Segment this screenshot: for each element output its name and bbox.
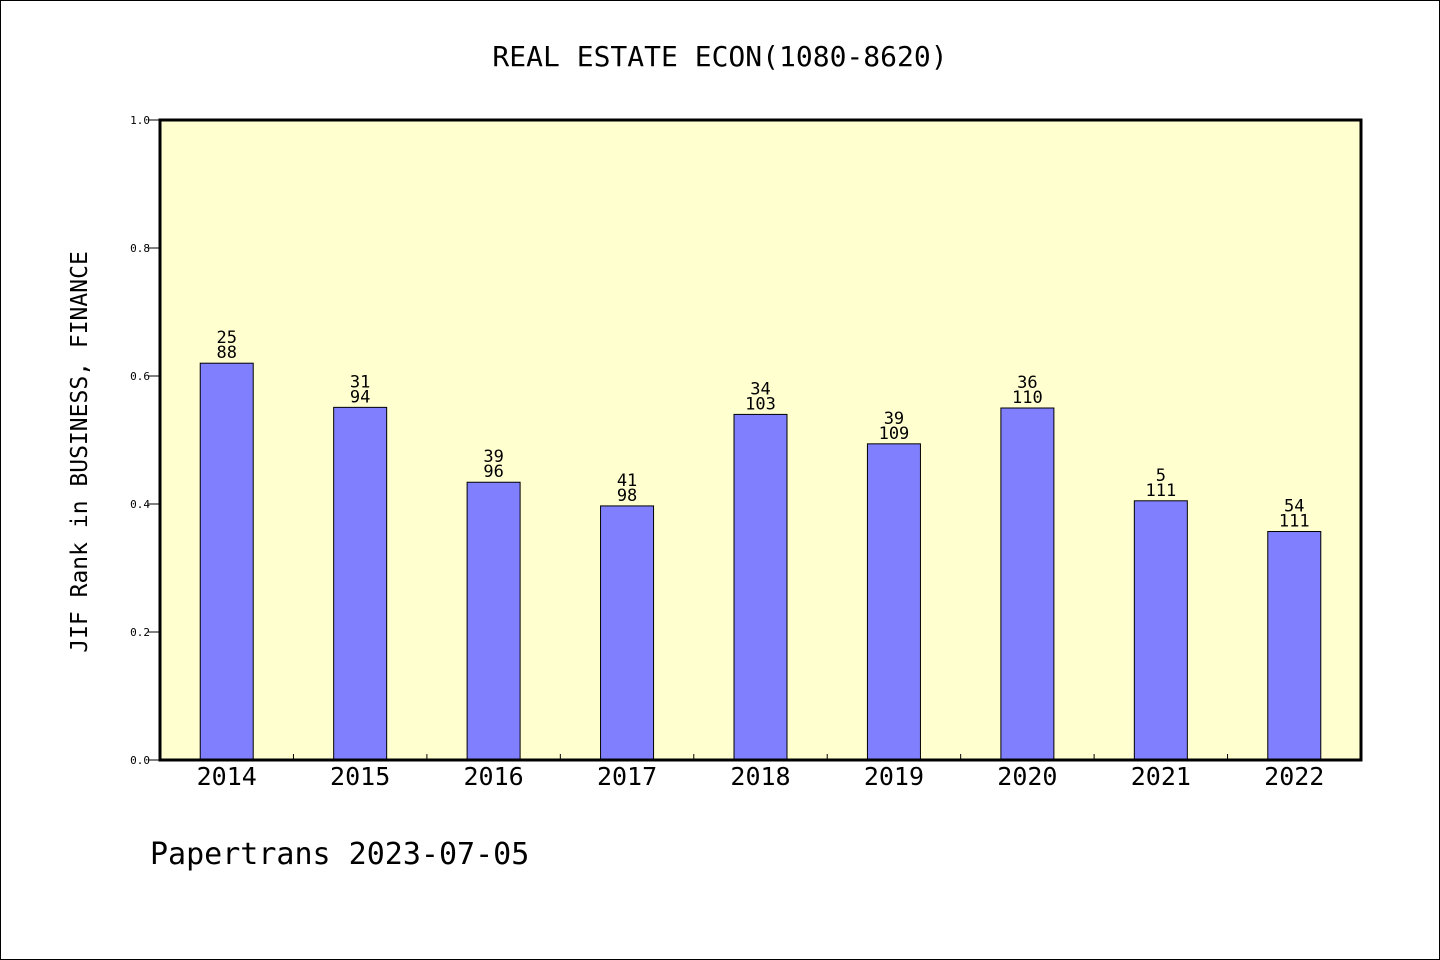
x-tick-label-2016: 2016	[464, 762, 524, 791]
bar-2020	[1000, 407, 1055, 761]
y-tick-label: 0.8	[130, 242, 150, 255]
footer-credit: Papertrans 2023-07-05	[150, 837, 529, 872]
y-tick-label: 0.4	[130, 498, 150, 511]
x-tick-label-2022: 2022	[1264, 762, 1324, 791]
x-tick-label-2014: 2014	[197, 762, 257, 791]
bar-2021	[1133, 500, 1188, 761]
bar-total-label-2015: 94	[350, 387, 370, 407]
bar-total-label-2021: 111	[1145, 481, 1176, 501]
bar-rank-label-2015: 31	[350, 372, 370, 392]
bar-2015	[333, 406, 388, 761]
x-tick-label-2018: 2018	[730, 762, 790, 791]
bar-total-label-2020: 110	[1012, 388, 1043, 408]
bar-rank-label-2021: 5	[1156, 466, 1166, 486]
bar-rank-label-2022: 54	[1284, 497, 1304, 517]
bars-layer	[199, 362, 1322, 761]
plot-border	[158, 118, 1363, 762]
x-tick-label-2020: 2020	[997, 762, 1057, 791]
x-tick-label-2015: 2015	[330, 762, 390, 791]
bar-rank-label-2019: 39	[884, 409, 904, 429]
bar-2018	[733, 413, 788, 761]
bar-2019	[866, 443, 921, 761]
bar-2014	[199, 362, 254, 761]
chart-title: REAL ESTATE ECON(1080-8620)	[492, 40, 947, 73]
bar-rank-label-2018: 34	[750, 379, 770, 399]
bar-rank-label-2020: 36	[1017, 373, 1037, 393]
y-tick-label: 0.6	[130, 370, 150, 383]
x-tick-label-2017: 2017	[597, 762, 657, 791]
bar-total-label-2014: 88	[216, 343, 236, 363]
y-tick-label: 0.2	[130, 626, 150, 639]
bar-rank-label-2014: 25	[216, 328, 236, 348]
y-axis-label: JIF Rank in BUSINESS, FINANCE	[67, 251, 93, 653]
bar-rank-label-2016: 39	[483, 447, 503, 467]
bar-total-label-2017: 98	[617, 486, 637, 506]
x-tick-label-2019: 2019	[864, 762, 924, 791]
x-tick-label-2021: 2021	[1131, 762, 1191, 791]
y-axis: 0.0 0.2 0.4 0.6 0.8 1.0	[130, 114, 160, 767]
bar-2016	[466, 481, 521, 761]
bar-2017	[600, 505, 655, 761]
bar-total-label-2016: 96	[483, 462, 503, 482]
bar-total-label-2019: 109	[879, 424, 910, 444]
bar-2022	[1267, 531, 1322, 761]
bar-rank-label-2017: 41	[617, 471, 637, 491]
y-tick-label: 0.0	[130, 754, 150, 767]
x-axis: 2014 2015 2016 2017 2018 2019 2020 2021 2022	[197, 754, 1324, 791]
y-tick-label: 1.0	[130, 114, 150, 127]
bar-total-label-2022: 111	[1279, 512, 1310, 532]
bar-total-label-2018: 103	[745, 394, 776, 414]
